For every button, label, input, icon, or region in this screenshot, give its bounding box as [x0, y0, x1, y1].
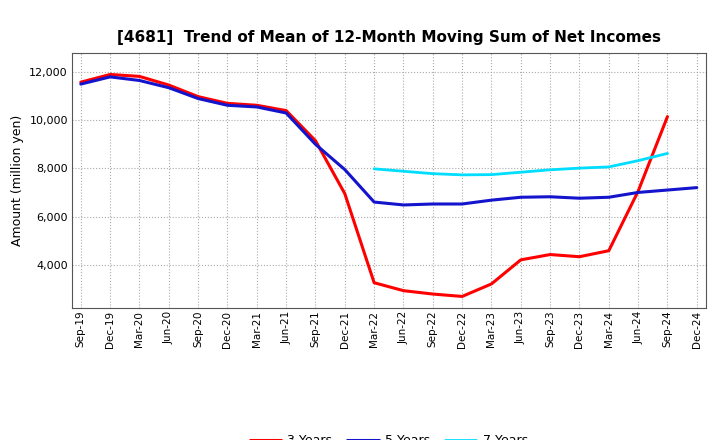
5 Years — [135, 78, 144, 83]
7 Years — [487, 172, 496, 177]
5 Years — [311, 142, 320, 147]
5 Years — [253, 104, 261, 110]
3 Years — [575, 254, 584, 259]
3 Years — [223, 101, 232, 106]
3 Years — [546, 252, 554, 257]
Title: [4681]  Trend of Mean of 12-Month Moving Sum of Net Incomes: [4681] Trend of Mean of 12-Month Moving … — [117, 29, 661, 45]
7 Years — [399, 169, 408, 174]
Line: 3 Years: 3 Years — [81, 74, 667, 297]
Line: 5 Years: 5 Years — [81, 77, 697, 205]
Line: 7 Years: 7 Years — [374, 154, 667, 175]
5 Years — [106, 74, 114, 80]
7 Years — [428, 171, 437, 176]
3 Years — [282, 108, 290, 113]
7 Years — [663, 151, 672, 156]
5 Years — [164, 85, 173, 90]
5 Years — [575, 195, 584, 201]
7 Years — [370, 166, 379, 172]
3 Years — [253, 103, 261, 108]
5 Years — [605, 194, 613, 200]
3 Years — [516, 257, 525, 263]
5 Years — [399, 202, 408, 208]
5 Years — [516, 194, 525, 200]
3 Years — [663, 114, 672, 119]
5 Years — [693, 185, 701, 190]
3 Years — [76, 80, 85, 85]
5 Years — [458, 202, 467, 207]
7 Years — [575, 165, 584, 171]
3 Years — [341, 191, 349, 196]
3 Years — [605, 248, 613, 253]
7 Years — [605, 164, 613, 169]
7 Years — [634, 158, 642, 163]
5 Years — [634, 190, 642, 195]
3 Years — [428, 291, 437, 297]
Legend: 3 Years, 5 Years, 7 Years: 3 Years, 5 Years, 7 Years — [245, 429, 533, 440]
5 Years — [223, 103, 232, 108]
5 Years — [663, 187, 672, 193]
3 Years — [164, 82, 173, 88]
5 Years — [428, 202, 437, 207]
5 Years — [194, 96, 202, 101]
3 Years — [634, 189, 642, 194]
7 Years — [516, 169, 525, 175]
3 Years — [399, 288, 408, 293]
3 Years — [135, 74, 144, 79]
3 Years — [106, 72, 114, 77]
3 Years — [194, 94, 202, 99]
5 Years — [487, 198, 496, 203]
3 Years — [487, 281, 496, 286]
3 Years — [370, 280, 379, 286]
5 Years — [546, 194, 554, 199]
3 Years — [458, 294, 467, 299]
Y-axis label: Amount (million yen): Amount (million yen) — [11, 115, 24, 246]
5 Years — [341, 167, 349, 172]
7 Years — [458, 172, 467, 177]
5 Years — [76, 81, 85, 87]
5 Years — [282, 110, 290, 116]
5 Years — [370, 199, 379, 205]
3 Years — [311, 138, 320, 143]
7 Years — [546, 167, 554, 172]
